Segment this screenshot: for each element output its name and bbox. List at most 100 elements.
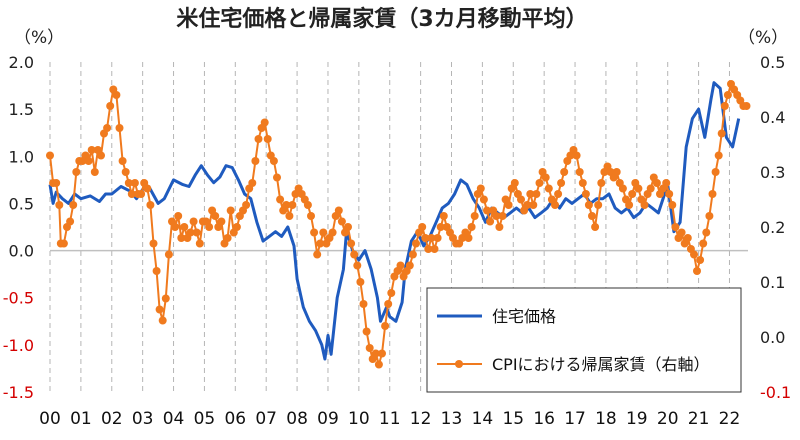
legend: 住宅価格 CPIにおける帰属家賃（右軸） — [426, 287, 742, 393]
left-tick-label: 0.0 — [9, 242, 34, 261]
data-point — [217, 217, 226, 226]
x-tick-label: 13 — [441, 409, 463, 429]
x-tick-label: 03 — [132, 409, 154, 429]
data-point — [421, 234, 430, 242]
data-point — [671, 223, 680, 231]
legend-marker-oer — [455, 360, 463, 368]
x-tick-label: 05 — [194, 409, 216, 429]
x-tick-label: 14 — [472, 409, 494, 429]
data-point — [495, 223, 504, 231]
data-point — [702, 228, 711, 237]
data-point — [334, 206, 343, 215]
data-point — [427, 234, 436, 242]
data-point — [285, 212, 294, 220]
data-point — [371, 349, 380, 358]
data-point — [171, 223, 180, 231]
data-point — [353, 261, 362, 270]
x-tick-label: 09 — [317, 409, 339, 429]
data-point — [575, 168, 584, 176]
data-point — [263, 135, 272, 143]
data-point — [581, 190, 590, 198]
x-tick-label: 04 — [163, 409, 185, 429]
data-point — [418, 223, 427, 231]
data-point — [161, 294, 170, 303]
data-point — [115, 124, 124, 132]
data-point — [112, 91, 121, 99]
data-point — [424, 245, 433, 253]
data-point — [396, 261, 405, 270]
data-point — [378, 349, 386, 358]
data-point — [55, 201, 64, 209]
data-point — [269, 157, 278, 165]
data-point — [408, 250, 417, 259]
data-point — [439, 212, 448, 220]
left-axis-ticks: 2.0 1.5 1.0 0.5 0.0 -0.5 -1.0 -1.5 — [3, 53, 34, 402]
right-tick-label: 0.1 — [760, 273, 785, 292]
data-point — [149, 239, 158, 248]
data-point — [143, 184, 152, 193]
data-point — [307, 212, 315, 220]
data-point — [535, 179, 544, 187]
data-point — [504, 201, 513, 209]
data-point — [174, 212, 183, 220]
x-tick-label: 08 — [286, 409, 308, 429]
data-point — [374, 360, 383, 369]
data-point — [90, 168, 99, 176]
x-tick-label: 10 — [348, 409, 370, 429]
data-point — [628, 190, 637, 198]
data-point — [720, 102, 729, 110]
data-point — [347, 239, 356, 248]
data-point — [118, 157, 127, 165]
data-point — [350, 250, 359, 259]
data-point — [717, 129, 726, 138]
x-tick-label: 20 — [657, 409, 679, 429]
data-point — [192, 228, 201, 237]
data-point — [251, 157, 260, 165]
data-point — [146, 201, 155, 209]
data-point — [254, 135, 263, 143]
right-axis-ticks: 0.5 0.4 0.3 0.2 0.1 0.0 -0.1 — [760, 53, 791, 402]
data-point — [625, 201, 634, 209]
data-point — [316, 239, 325, 248]
data-point — [594, 201, 603, 209]
right-tick-label: 0.3 — [760, 163, 785, 182]
data-point — [486, 217, 495, 226]
left-tick-label: -1.5 — [3, 383, 34, 402]
data-point — [640, 201, 649, 209]
data-point — [578, 179, 587, 187]
data-point — [662, 179, 671, 187]
data-point — [121, 168, 130, 176]
x-tick-label: 11 — [379, 409, 401, 429]
chart-title: 米住宅価格と帰属家賃（3カ月移動平均） — [176, 6, 587, 32]
data-point — [618, 184, 627, 193]
data-point — [223, 234, 232, 242]
data-point — [476, 184, 485, 193]
data-point — [155, 305, 164, 314]
data-point — [328, 228, 337, 237]
data-point — [483, 206, 491, 215]
x-tick-label: 22 — [719, 409, 741, 429]
left-tick-label: -0.5 — [3, 289, 34, 308]
data-point — [470, 212, 479, 220]
left-tick-label: 1.5 — [9, 100, 34, 119]
legend-label-oer: CPIにおける帰属家賃（右軸） — [492, 355, 710, 374]
data-point — [705, 212, 714, 220]
data-point — [273, 173, 281, 182]
data-point — [319, 228, 328, 237]
data-point — [97, 151, 105, 160]
data-point — [152, 267, 161, 275]
x-tick-label: 07 — [255, 409, 277, 429]
data-point — [554, 190, 563, 198]
data-point — [59, 239, 68, 248]
x-tick-label: 15 — [502, 409, 524, 429]
x-tick-label: 02 — [101, 409, 123, 429]
data-point — [66, 217, 75, 226]
right-tick-label: 0.5 — [760, 53, 785, 72]
data-point — [588, 212, 596, 220]
data-point — [708, 190, 717, 198]
data-point — [683, 234, 692, 242]
data-point — [180, 223, 189, 231]
right-tick-label: 0.0 — [760, 328, 785, 347]
data-point — [127, 190, 136, 198]
